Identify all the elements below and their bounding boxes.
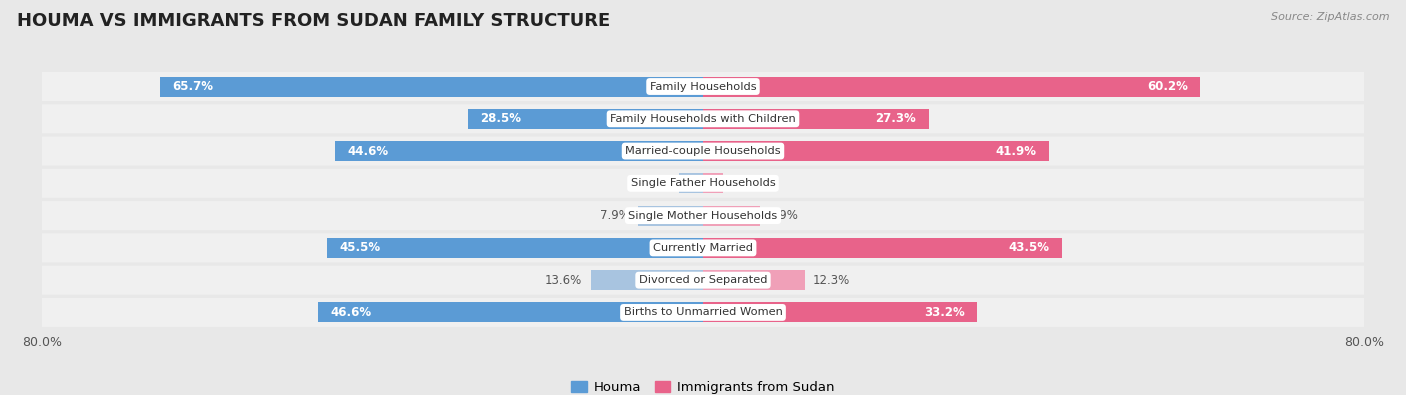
FancyBboxPatch shape — [34, 201, 1372, 230]
Bar — [335, 141, 703, 161]
Bar — [703, 141, 1049, 161]
Text: 13.6%: 13.6% — [546, 274, 582, 287]
Text: Single Mother Households: Single Mother Households — [628, 211, 778, 221]
Text: 27.3%: 27.3% — [876, 112, 917, 125]
Text: 12.3%: 12.3% — [813, 274, 851, 287]
Bar — [703, 270, 804, 290]
Text: 46.6%: 46.6% — [330, 306, 371, 319]
FancyBboxPatch shape — [34, 104, 1372, 134]
Bar — [703, 173, 723, 193]
Bar — [638, 206, 703, 226]
Text: 2.4%: 2.4% — [731, 177, 761, 190]
Text: 43.5%: 43.5% — [1010, 241, 1050, 254]
Text: 44.6%: 44.6% — [347, 145, 388, 158]
Text: 41.9%: 41.9% — [995, 145, 1036, 158]
Text: 7.9%: 7.9% — [599, 209, 630, 222]
Text: HOUMA VS IMMIGRANTS FROM SUDAN FAMILY STRUCTURE: HOUMA VS IMMIGRANTS FROM SUDAN FAMILY ST… — [17, 12, 610, 30]
Text: 65.7%: 65.7% — [173, 80, 214, 93]
Bar — [318, 303, 703, 322]
FancyBboxPatch shape — [34, 233, 1372, 262]
Text: 33.2%: 33.2% — [924, 306, 965, 319]
Bar — [328, 238, 703, 258]
Text: 60.2%: 60.2% — [1147, 80, 1188, 93]
FancyBboxPatch shape — [34, 72, 1372, 101]
Bar — [703, 206, 761, 226]
Text: Source: ZipAtlas.com: Source: ZipAtlas.com — [1271, 12, 1389, 22]
FancyBboxPatch shape — [34, 137, 1372, 166]
Text: 2.9%: 2.9% — [641, 177, 671, 190]
FancyBboxPatch shape — [34, 265, 1372, 295]
Text: Births to Unmarried Women: Births to Unmarried Women — [624, 307, 782, 318]
Text: Family Households with Children: Family Households with Children — [610, 114, 796, 124]
Bar — [468, 109, 703, 129]
Text: Currently Married: Currently Married — [652, 243, 754, 253]
Bar — [679, 173, 703, 193]
Bar — [591, 270, 703, 290]
Text: 45.5%: 45.5% — [339, 241, 381, 254]
Bar — [160, 77, 703, 96]
Text: Family Households: Family Households — [650, 81, 756, 92]
Bar — [703, 109, 928, 129]
Text: Single Father Households: Single Father Households — [631, 178, 775, 188]
Bar — [703, 77, 1201, 96]
Bar — [703, 303, 977, 322]
Text: 6.9%: 6.9% — [768, 209, 799, 222]
FancyBboxPatch shape — [34, 298, 1372, 327]
Text: 28.5%: 28.5% — [479, 112, 522, 125]
Text: Divorced or Separated: Divorced or Separated — [638, 275, 768, 285]
FancyBboxPatch shape — [34, 169, 1372, 198]
Legend: Houma, Immigrants from Sudan: Houma, Immigrants from Sudan — [567, 376, 839, 395]
Bar — [703, 238, 1063, 258]
Text: Married-couple Households: Married-couple Households — [626, 146, 780, 156]
